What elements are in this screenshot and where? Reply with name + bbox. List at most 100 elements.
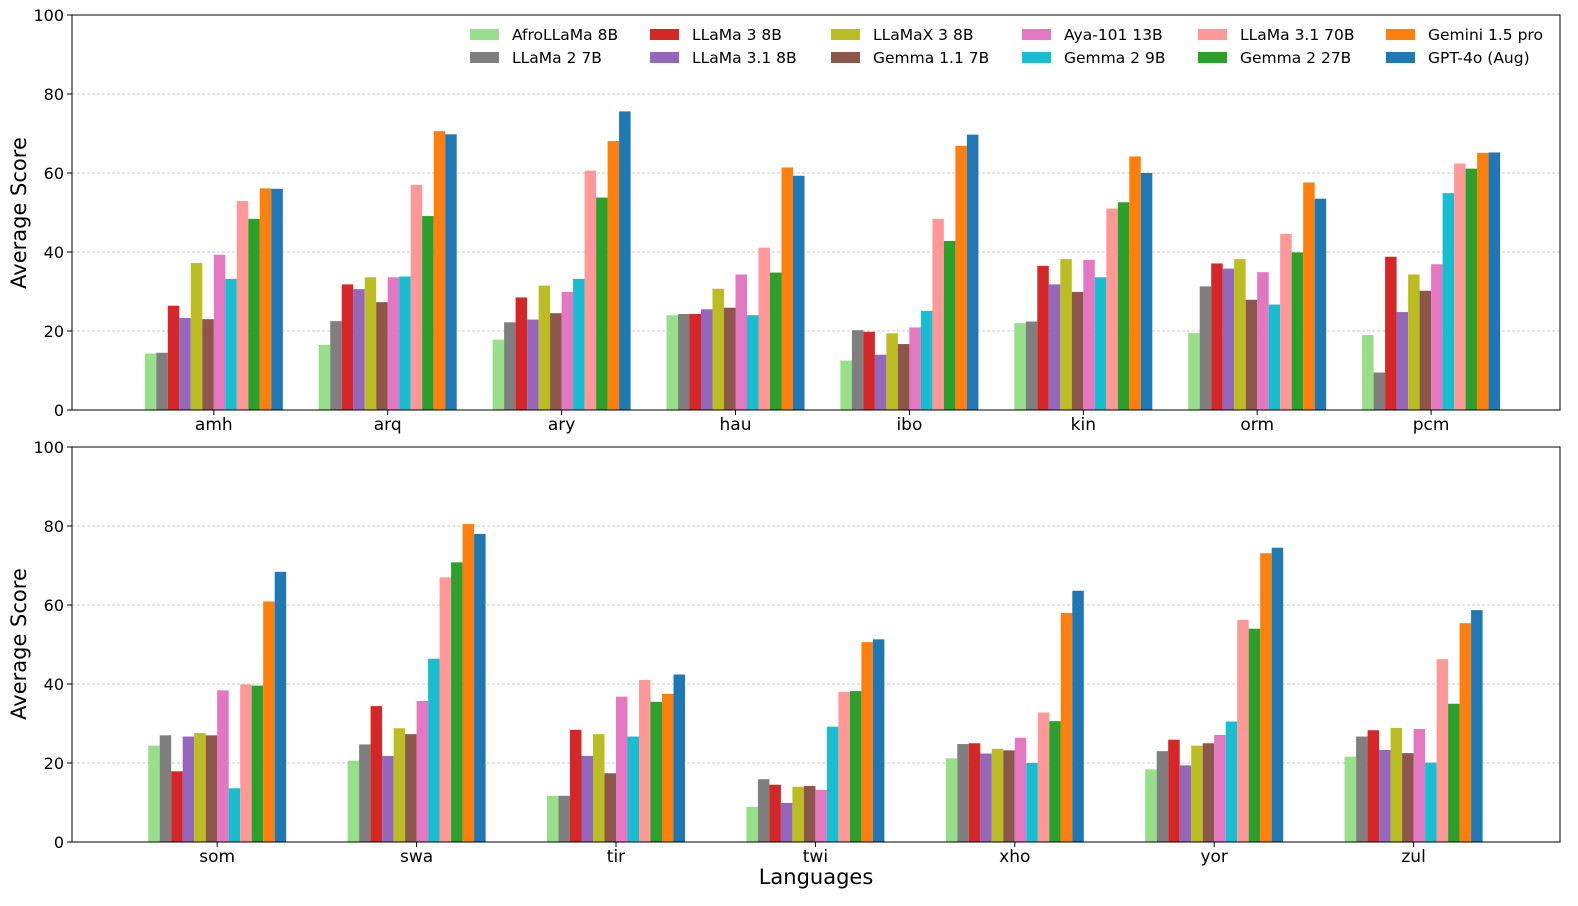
x-tick-label: kin: [1071, 415, 1096, 435]
bar: [604, 773, 616, 842]
bar: [144, 353, 157, 410]
bar: [428, 658, 440, 842]
bar: [1026, 763, 1038, 842]
bar: [376, 302, 388, 410]
bar: [1362, 334, 1374, 410]
bar: [527, 319, 539, 410]
bar: [504, 322, 516, 410]
bar: [1168, 739, 1180, 842]
bar: [1248, 628, 1261, 842]
legend-swatch: [1022, 29, 1051, 40]
bar: [1179, 765, 1192, 842]
bar: [1385, 256, 1397, 410]
bar: [167, 305, 180, 410]
bar: [370, 706, 383, 842]
x-tick-label: amh: [195, 415, 233, 435]
bar: [217, 690, 229, 842]
x-tick-label: arq: [374, 415, 402, 435]
bar: [689, 314, 701, 410]
x-axis-title: Languages: [759, 865, 874, 889]
bar: [538, 285, 551, 410]
x-tick-label: orm: [1240, 415, 1274, 435]
legend-swatch: [1198, 52, 1227, 63]
bar: [616, 696, 628, 842]
bar: [422, 216, 434, 410]
bar: [1396, 312, 1409, 410]
bar: [1442, 193, 1455, 410]
bar: [662, 693, 674, 842]
bar: [1003, 750, 1015, 842]
legend-label: LLaMa 2 7B: [512, 49, 602, 67]
bar: [561, 291, 574, 410]
plot-frame: [71, 446, 1561, 843]
bar: [341, 284, 354, 410]
bar: [405, 734, 417, 842]
bar: [619, 111, 631, 410]
bar: [758, 247, 770, 410]
bar: [861, 642, 873, 842]
bar: [1465, 168, 1478, 410]
y-tick-label: 100: [33, 438, 64, 457]
bar: [1303, 182, 1315, 410]
bar: [1291, 252, 1304, 410]
bar: [182, 736, 195, 842]
bar: [1431, 264, 1443, 410]
legend-label: Gemma 1.1 7B: [873, 49, 989, 67]
bar: [248, 218, 260, 410]
bar: [593, 734, 605, 842]
bar: [724, 307, 736, 410]
bar: [433, 131, 446, 410]
x-tick-label: swa: [400, 847, 433, 867]
bar: [872, 639, 885, 842]
bar: [1140, 173, 1153, 410]
legend-swatch: [1386, 52, 1415, 63]
bar: [179, 317, 191, 410]
bar: [271, 188, 283, 410]
bar: [1037, 712, 1050, 842]
y-tick-label: 40: [44, 243, 64, 262]
bar: [627, 736, 639, 842]
bar: [678, 314, 690, 410]
bar: [1402, 753, 1414, 842]
bar: [849, 691, 862, 842]
legend-label: Gemini 1.5 pro: [1428, 26, 1543, 44]
bar: [171, 771, 183, 842]
bar: [596, 197, 608, 410]
y-axis-title: Average Score: [7, 568, 31, 720]
bar: [1268, 304, 1281, 410]
bar: [1459, 623, 1472, 842]
bar: [980, 753, 992, 842]
bar: [1271, 547, 1284, 842]
bar: [1071, 291, 1084, 410]
bar: [712, 288, 724, 410]
bar: [550, 313, 562, 410]
bar: [148, 745, 160, 842]
bar: [1049, 721, 1061, 842]
x-tick-label: tir: [607, 847, 625, 867]
bar: [991, 748, 1004, 842]
bar: [364, 277, 377, 410]
legend-label: LLaMa 3.1 70B: [1240, 26, 1355, 44]
x-tick-label: hau: [720, 415, 752, 435]
bar: [1448, 703, 1460, 842]
legend-swatch: [470, 29, 499, 40]
y-tick-label: 80: [44, 517, 64, 536]
bar: [515, 297, 528, 410]
bar: [240, 684, 252, 842]
x-tick-label: yor: [1200, 847, 1227, 867]
bar: [793, 175, 805, 410]
x-tick-label: ibo: [896, 415, 922, 435]
y-tick-label: 20: [44, 322, 64, 341]
bar: [838, 691, 850, 842]
bar: [1390, 727, 1403, 842]
bar: [225, 278, 237, 410]
legend-swatch: [1022, 52, 1051, 63]
bar: [1072, 590, 1084, 842]
bar: [1436, 659, 1449, 842]
bar: [735, 274, 747, 410]
bar: [1048, 284, 1061, 410]
bar: [382, 755, 394, 842]
bar: [1094, 277, 1107, 410]
